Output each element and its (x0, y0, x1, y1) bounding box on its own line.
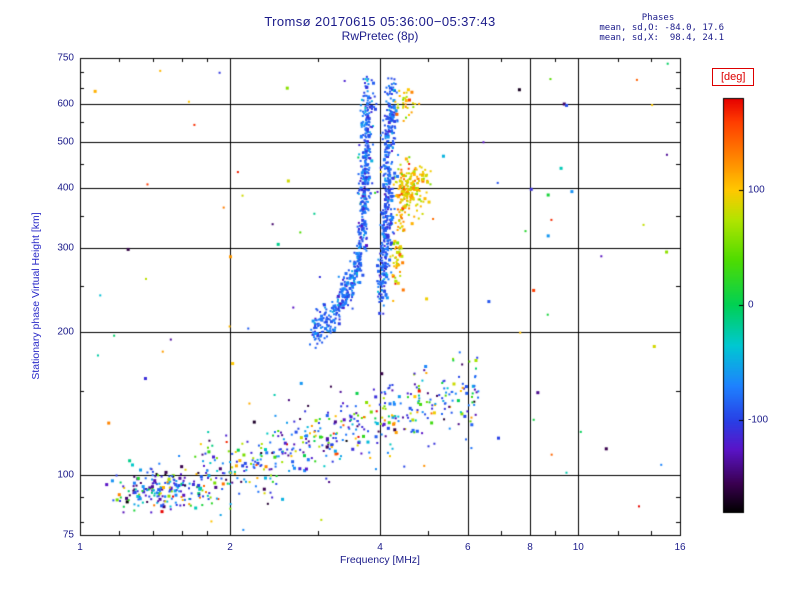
y-tick-label: 100 (57, 469, 74, 481)
x-tick-label: 4 (377, 542, 383, 553)
phase-stats-o-mode: mean, sd,O: -84.0, 17.6 (599, 23, 724, 33)
colorbar-tick-label: 0 (748, 299, 754, 311)
x-tick-label: 16 (674, 542, 686, 553)
phase-stats: Phases mean, sd,O: -84.0, 17.6 mean, sd,… (592, 13, 724, 43)
x-tick-label: 2 (227, 542, 233, 553)
y-tick-label: 400 (57, 182, 74, 194)
chart-title: Tromsø 20170615 05:36:00−05:37:43 (264, 14, 496, 29)
phase-stats-x-mode: mean, sd,X: 98.4, 24.1 (599, 33, 724, 43)
chart-subtitle: RwPretec (8p) (341, 29, 419, 43)
x-tick-label: 10 (572, 542, 584, 553)
y-tick-label: 200 (57, 326, 74, 338)
colorbar-unit-label: [deg] (712, 68, 755, 86)
y-tick-label: 500 (57, 136, 74, 148)
y-tick-label: 75 (62, 529, 74, 541)
y-tick-label: 750 (57, 52, 74, 64)
x-tick-label: 1 (77, 542, 83, 553)
colorbar-tick-label: -100 (748, 414, 769, 426)
y-axis-label: Stationary phase Virtual Height [km] (30, 212, 42, 380)
x-axis-label: Frequency [MHz] (340, 554, 420, 566)
colorbar-tick-label: 100 (748, 184, 765, 196)
phase-stats-header: Phases (641, 13, 675, 23)
y-tick-label: 600 (57, 98, 74, 110)
x-tick-label: 8 (527, 542, 533, 553)
x-tick-label: 6 (464, 542, 471, 553)
y-tick-label: 300 (57, 242, 74, 254)
